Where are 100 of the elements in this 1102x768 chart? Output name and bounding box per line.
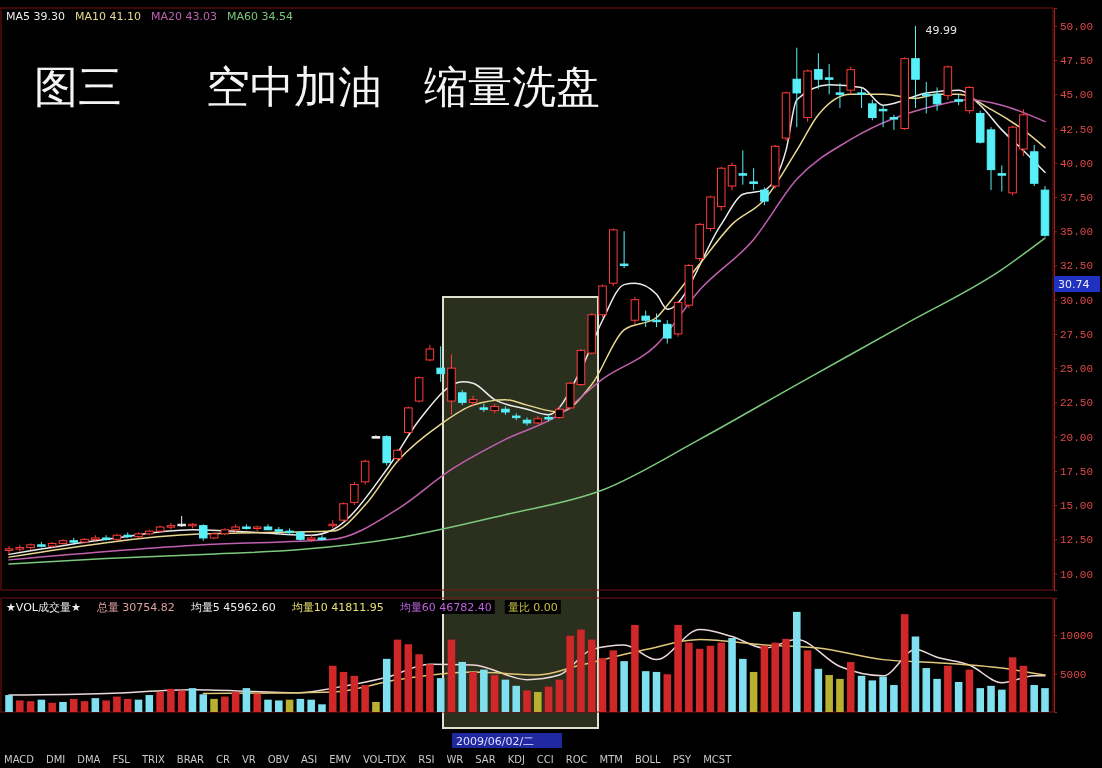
- text: ROC: [565, 754, 588, 765]
- candlestick: [619, 230, 629, 269]
- text: VOL-TDX: [362, 754, 407, 765]
- bar: [900, 614, 909, 712]
- text: ASI: [301, 754, 318, 765]
- candlestick: [468, 395, 478, 407]
- candlestick: [911, 25, 920, 109]
- candlestick: [350, 481, 359, 506]
- candlestick: [868, 99, 877, 121]
- bar: [339, 671, 348, 712]
- text: MACD: [4, 754, 35, 765]
- bar: [490, 675, 499, 712]
- candlestick: [922, 81, 931, 114]
- bar: [264, 699, 272, 712]
- y-tick-label: 20.00: [1060, 431, 1094, 444]
- bar: [577, 629, 585, 712]
- bar: [512, 685, 520, 712]
- bar: [404, 644, 413, 712]
- candlestick: [814, 52, 823, 90]
- text: MTM: [599, 754, 623, 765]
- bar: [91, 698, 100, 712]
- y-tick-label: 45.00: [1060, 89, 1094, 102]
- y-tick-label: 17.50: [1060, 465, 1094, 478]
- bar: [156, 691, 164, 712]
- bar: [1041, 688, 1049, 712]
- bar: [890, 685, 898, 712]
- candlestick: [878, 104, 888, 128]
- text: CCI: [536, 754, 554, 765]
- candlestick: [738, 149, 748, 186]
- bar: [922, 668, 931, 712]
- text: MCST: [703, 754, 733, 765]
- bar: [760, 645, 769, 712]
- annotation: 量比 0.00: [507, 601, 558, 614]
- candlestick: [889, 114, 899, 131]
- bar: [480, 669, 488, 712]
- bar: [857, 675, 866, 712]
- text: DMI: [45, 754, 66, 765]
- candlestick: [436, 345, 445, 383]
- bar: [426, 664, 434, 712]
- bar: [846, 661, 855, 712]
- bar: [534, 691, 542, 712]
- bar: [609, 650, 618, 712]
- bar: [113, 696, 121, 712]
- bar: [415, 654, 423, 712]
- bar: [954, 681, 963, 712]
- annotation: ★VOL成交量★: [6, 601, 81, 614]
- y-tick-label: 10000: [1060, 629, 1094, 642]
- text: VR: [241, 754, 256, 765]
- y-tick-label: 32.50: [1060, 260, 1094, 273]
- candlestick: [360, 459, 370, 486]
- bar: [1019, 665, 1028, 712]
- bar: [69, 698, 78, 712]
- candlestick: [846, 66, 856, 95]
- bar: [253, 693, 261, 712]
- candlestick: [101, 534, 111, 542]
- text: SAR: [475, 754, 496, 765]
- text: KDJ: [507, 754, 525, 765]
- candlestick: [932, 86, 942, 112]
- text: RSI: [418, 754, 435, 765]
- bar: [587, 639, 596, 712]
- bar: [879, 676, 887, 712]
- y-tick-label: 37.50: [1060, 192, 1094, 204]
- y-tick-label: 35.00: [1060, 226, 1094, 239]
- candlestick: [663, 319, 672, 345]
- bar: [307, 699, 315, 712]
- bar: [803, 650, 812, 712]
- bar: [458, 661, 467, 712]
- bar: [447, 639, 456, 712]
- candlestick: [522, 416, 532, 427]
- bar: [275, 700, 283, 712]
- annotation: 49.99: [925, 23, 957, 37]
- bar: [911, 636, 920, 712]
- y-tick-label: 22.50: [1060, 397, 1094, 410]
- candlestick: [727, 162, 737, 191]
- candlestick: [835, 82, 845, 109]
- bar: [285, 699, 294, 712]
- bar: [663, 674, 672, 712]
- bar: [566, 635, 574, 712]
- bar: [544, 686, 553, 712]
- bar: [674, 624, 682, 712]
- bar: [167, 688, 175, 712]
- bar: [728, 638, 736, 712]
- line-series: [8, 237, 1046, 565]
- bar: [771, 642, 779, 712]
- bar: [695, 648, 704, 712]
- bar: [868, 680, 877, 712]
- text: DMA: [77, 754, 101, 765]
- y-tick-label: 50.00: [1060, 20, 1094, 33]
- bar: [825, 675, 833, 712]
- bar: [16, 700, 24, 712]
- bar: [749, 671, 758, 712]
- bar: [782, 638, 790, 712]
- candlestick: [749, 167, 758, 191]
- bar: [836, 678, 844, 712]
- bar: [987, 685, 995, 712]
- bar: [436, 678, 445, 712]
- y-tick-label: 25.00: [1060, 363, 1094, 376]
- candlestick: [997, 164, 1007, 192]
- annotation: 均量10 41811.95: [290, 601, 384, 614]
- bar: [59, 701, 67, 712]
